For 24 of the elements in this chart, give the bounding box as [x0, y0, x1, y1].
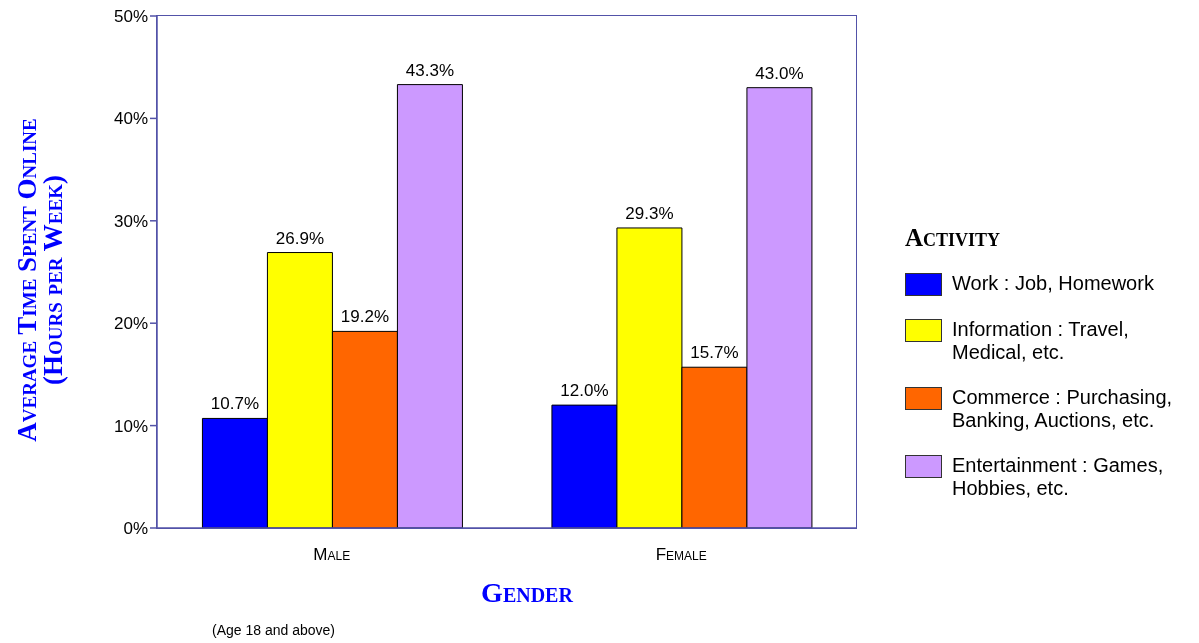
data-label: 43.3% — [405, 60, 455, 80]
y-axis-title: Average Time Spent Online (Hours per Week) — [12, 117, 68, 444]
data-label: 19.2% — [340, 307, 390, 327]
y-tick-label: 30% — [113, 211, 148, 231]
y-tick-label: 20% — [113, 314, 148, 334]
y-tick-label: 50% — [113, 7, 148, 27]
y-tick-label: 40% — [113, 109, 148, 129]
x-tick-label: Female — [655, 545, 707, 565]
legend-label: Work : Job, Homework — [952, 272, 1155, 295]
legend-label: Information : Travel, Medical, etc. — [952, 318, 1130, 364]
text: (Age 18 and above) — [212, 622, 335, 638]
data-label: 29.3% — [625, 203, 674, 223]
y-tick-label: 10% — [113, 416, 148, 436]
x-axis-title: Gender — [481, 577, 573, 609]
data-label: 10.7% — [210, 394, 260, 414]
data-label: 15.7% — [690, 343, 739, 363]
legend-title: Activity — [905, 224, 1002, 252]
data-label: 12.0% — [560, 381, 609, 401]
legend-label: Entertainment : Games, Hobbies, etc. — [952, 454, 1165, 500]
y-tick-label: 0% — [123, 519, 148, 539]
data-label: 43.0% — [755, 63, 804, 83]
legend-label: Commerce : Purchasing, Banking, Auctions, etc. — [952, 386, 1174, 432]
data-label: 26.9% — [275, 228, 325, 248]
x-tick-label: Male — [313, 545, 351, 565]
